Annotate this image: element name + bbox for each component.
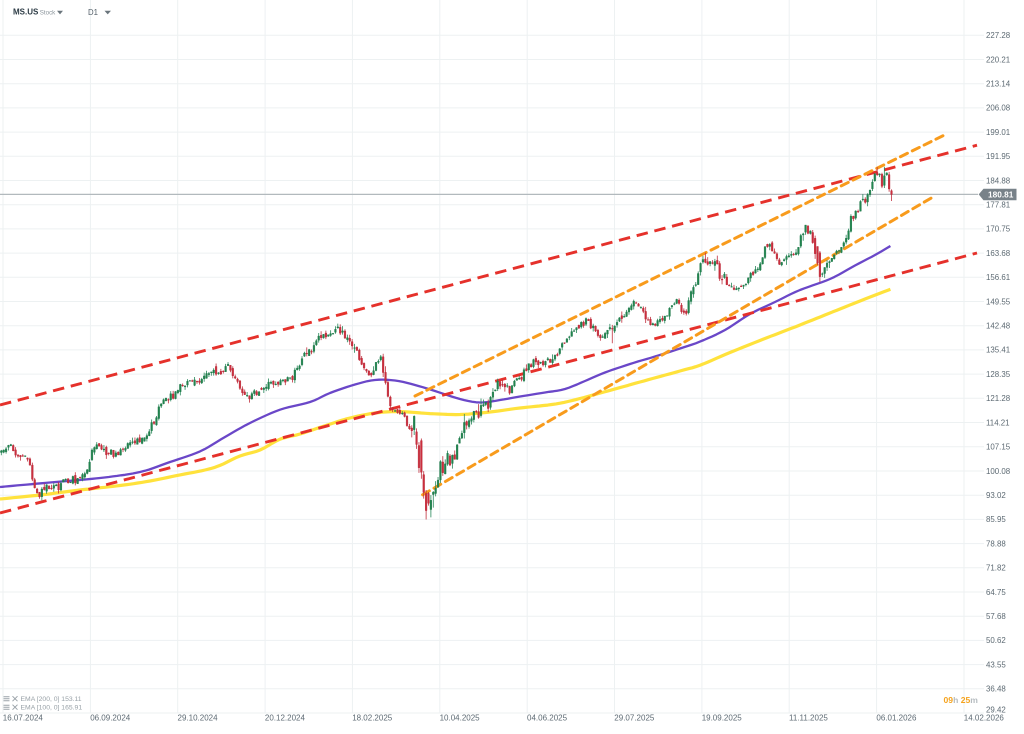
svg-text:06.09.2024: 06.09.2024 <box>90 714 131 723</box>
svg-text:199.01: 199.01 <box>986 128 1010 137</box>
svg-text:93.02: 93.02 <box>986 491 1006 500</box>
svg-text:D1: D1 <box>88 8 98 17</box>
svg-text:19.09.2025: 19.09.2025 <box>702 714 743 723</box>
svg-text:09h 25m: 09h 25m <box>944 695 979 705</box>
svg-text:135.41: 135.41 <box>986 346 1010 355</box>
svg-text:18.02.2025: 18.02.2025 <box>352 714 393 723</box>
svg-text:213.14: 213.14 <box>986 80 1011 89</box>
svg-text:10.04.2025: 10.04.2025 <box>440 714 481 723</box>
svg-text:36.48: 36.48 <box>986 685 1006 694</box>
svg-text:142.48: 142.48 <box>986 322 1011 331</box>
svg-text:14.02.2026: 14.02.2026 <box>964 714 1005 723</box>
svg-text:163.68: 163.68 <box>986 249 1011 258</box>
svg-text:191.95: 191.95 <box>986 152 1011 161</box>
svg-text:114.21: 114.21 <box>986 418 1010 427</box>
svg-text:29.42: 29.42 <box>986 705 1006 714</box>
svg-text:11.11.2025: 11.11.2025 <box>789 714 828 723</box>
svg-text:50.62: 50.62 <box>986 636 1006 645</box>
svg-text:EMA [200, 0] 153.11: EMA [200, 0] 153.11 <box>21 696 82 703</box>
svg-text:78.88: 78.88 <box>986 539 1006 548</box>
svg-text:100.08: 100.08 <box>986 467 1011 476</box>
svg-text:Stock: Stock <box>40 9 56 16</box>
svg-text:177.81: 177.81 <box>986 201 1010 210</box>
svg-text:170.75: 170.75 <box>986 225 1011 234</box>
svg-text:57.68: 57.68 <box>986 612 1006 621</box>
svg-text:220.21: 220.21 <box>986 55 1010 64</box>
svg-text:85.95: 85.95 <box>986 515 1006 524</box>
svg-text:06.01.2026: 06.01.2026 <box>876 714 917 723</box>
svg-text:184.88: 184.88 <box>986 176 1011 185</box>
svg-text:227.28: 227.28 <box>986 31 1011 40</box>
svg-text:29.10.2024: 29.10.2024 <box>178 714 219 723</box>
svg-text:107.15: 107.15 <box>986 443 1011 452</box>
svg-text:64.75: 64.75 <box>986 588 1006 597</box>
svg-text:206.08: 206.08 <box>986 104 1011 113</box>
svg-text:EMA [100, 0] 165.91: EMA [100, 0] 165.91 <box>21 705 83 712</box>
svg-text:71.82: 71.82 <box>986 564 1006 573</box>
svg-text:121.28: 121.28 <box>986 394 1011 403</box>
svg-text:MS.US: MS.US <box>13 8 39 17</box>
svg-text:149.55: 149.55 <box>986 297 1011 306</box>
svg-text:180.81: 180.81 <box>988 190 1014 200</box>
svg-text:04.06.2025: 04.06.2025 <box>527 714 568 723</box>
svg-text:43.55: 43.55 <box>986 660 1006 669</box>
svg-text:20.12.2024: 20.12.2024 <box>265 714 306 723</box>
svg-text:29.07.2025: 29.07.2025 <box>614 714 655 723</box>
svg-text:16.07.2024: 16.07.2024 <box>3 714 44 723</box>
svg-text:128.35: 128.35 <box>986 370 1011 379</box>
svg-text:156.61: 156.61 <box>986 273 1010 282</box>
